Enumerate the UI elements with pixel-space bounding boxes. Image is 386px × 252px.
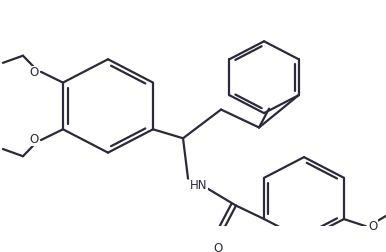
Text: O: O [29, 66, 39, 79]
Text: O: O [213, 242, 223, 252]
Text: O: O [368, 220, 378, 233]
Text: O: O [29, 133, 39, 146]
Text: HN: HN [190, 179, 208, 192]
